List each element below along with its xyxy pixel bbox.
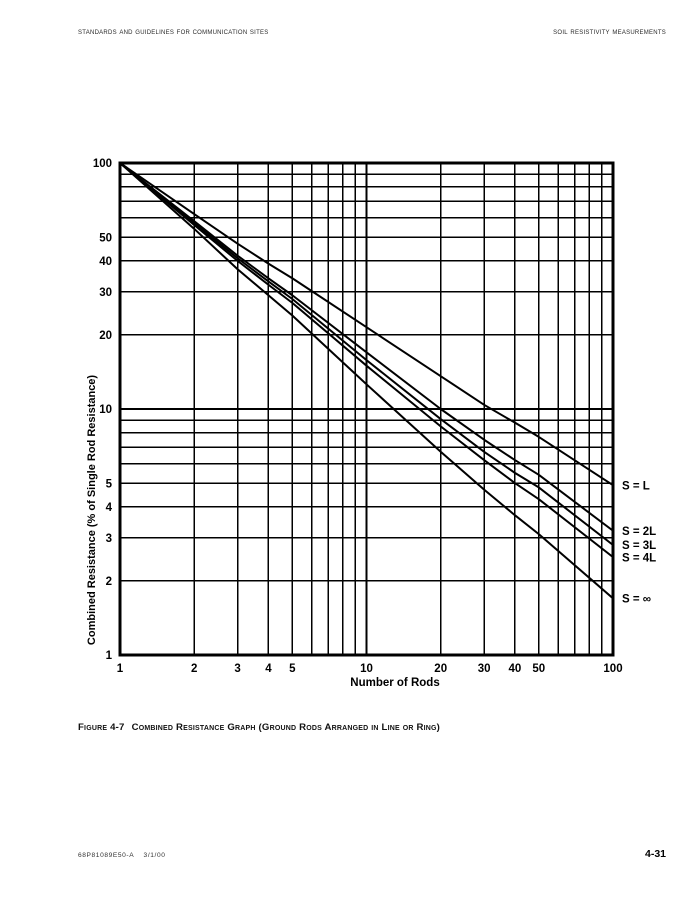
series-label: S = ∞ <box>622 594 651 606</box>
chart-curve-4 <box>120 163 613 559</box>
combined-resistance-chart: 1 2 3 4 5 10 20 30 40 50 100 1 2 3 4 5 10 20 30 40 50 100 S … <box>86 158 656 689</box>
y-tick-label: 5 <box>106 478 113 490</box>
figure-number: Figure 4-7 <box>78 722 125 733</box>
running-header: Standards and Guidelines for Communicati… <box>78 27 666 41</box>
x-tick-label: 2 <box>191 663 197 675</box>
page-number: 4-31 <box>644 848 666 860</box>
x-tick-label: 50 <box>532 663 545 675</box>
series-label: S = L <box>622 480 650 492</box>
y-tick-label: 4 <box>106 502 113 514</box>
page-footer: 68P81089E50-A 3/1/00 4-31 <box>78 848 666 862</box>
x-tick-label: 5 <box>289 663 296 675</box>
chart-x-tick-labels: 1 2 3 4 5 10 20 30 40 50 100 <box>117 663 623 675</box>
chart-x-axis-title: Number of Rods <box>350 677 439 689</box>
x-tick-label: 30 <box>478 663 491 675</box>
y-tick-label: 1 <box>106 650 113 662</box>
chart-series-lines <box>120 163 613 600</box>
figure-caption-text: Combined Resistance Graph (Ground Rods A… <box>131 722 441 733</box>
x-tick-label: 40 <box>509 663 522 675</box>
chart-curve-3 <box>120 163 613 546</box>
x-tick-label: 10 <box>360 663 373 675</box>
chart-curve-2 <box>120 163 613 532</box>
y-tick-label: 30 <box>99 287 112 299</box>
x-tick-label: 4 <box>265 663 272 675</box>
chart-curve-5 <box>120 163 613 600</box>
chart-y-tick-labels: 1 2 3 4 5 10 20 30 40 50 100 <box>93 158 113 662</box>
chart-curve-1 <box>120 163 613 487</box>
header-left-title: Standards and Guidelines for Communicati… <box>78 27 269 36</box>
series-label: S = 2L <box>622 526 656 538</box>
y-tick-label: 50 <box>99 232 112 244</box>
figure-4-7: 1 2 3 4 5 10 20 30 40 50 100 1 2 3 4 5 10 20 30 40 50 100 S … <box>0 150 694 710</box>
figure-caption: Figure 4-7 Combined Resistance Graph (Gro… <box>78 722 638 733</box>
series-label: S = 4L <box>622 552 656 564</box>
x-tick-label: 100 <box>603 663 622 675</box>
y-tick-label: 10 <box>99 404 112 416</box>
x-tick-label: 3 <box>234 663 240 675</box>
series-label: S = 3L <box>622 540 656 552</box>
chart-y-axis-title: Combined Resistance (% of Single Rod Res… <box>86 375 98 646</box>
y-tick-label: 20 <box>99 330 112 342</box>
chart-series-labels: S = L S = 2L S = 3LS = 4L S = ∞ <box>622 480 656 605</box>
header-right-title: Soil Resistivity Measurements <box>553 27 666 36</box>
y-tick-label: 40 <box>99 256 112 268</box>
chart-plot-frame <box>118 161 615 657</box>
document-id: 68P81089E50-A 3/1/00 <box>78 852 166 859</box>
x-tick-label: 1 <box>117 663 124 675</box>
y-tick-label: 3 <box>106 533 112 545</box>
y-tick-label: 2 <box>106 576 112 588</box>
x-tick-label: 20 <box>434 663 447 675</box>
y-tick-label: 100 <box>93 158 112 170</box>
